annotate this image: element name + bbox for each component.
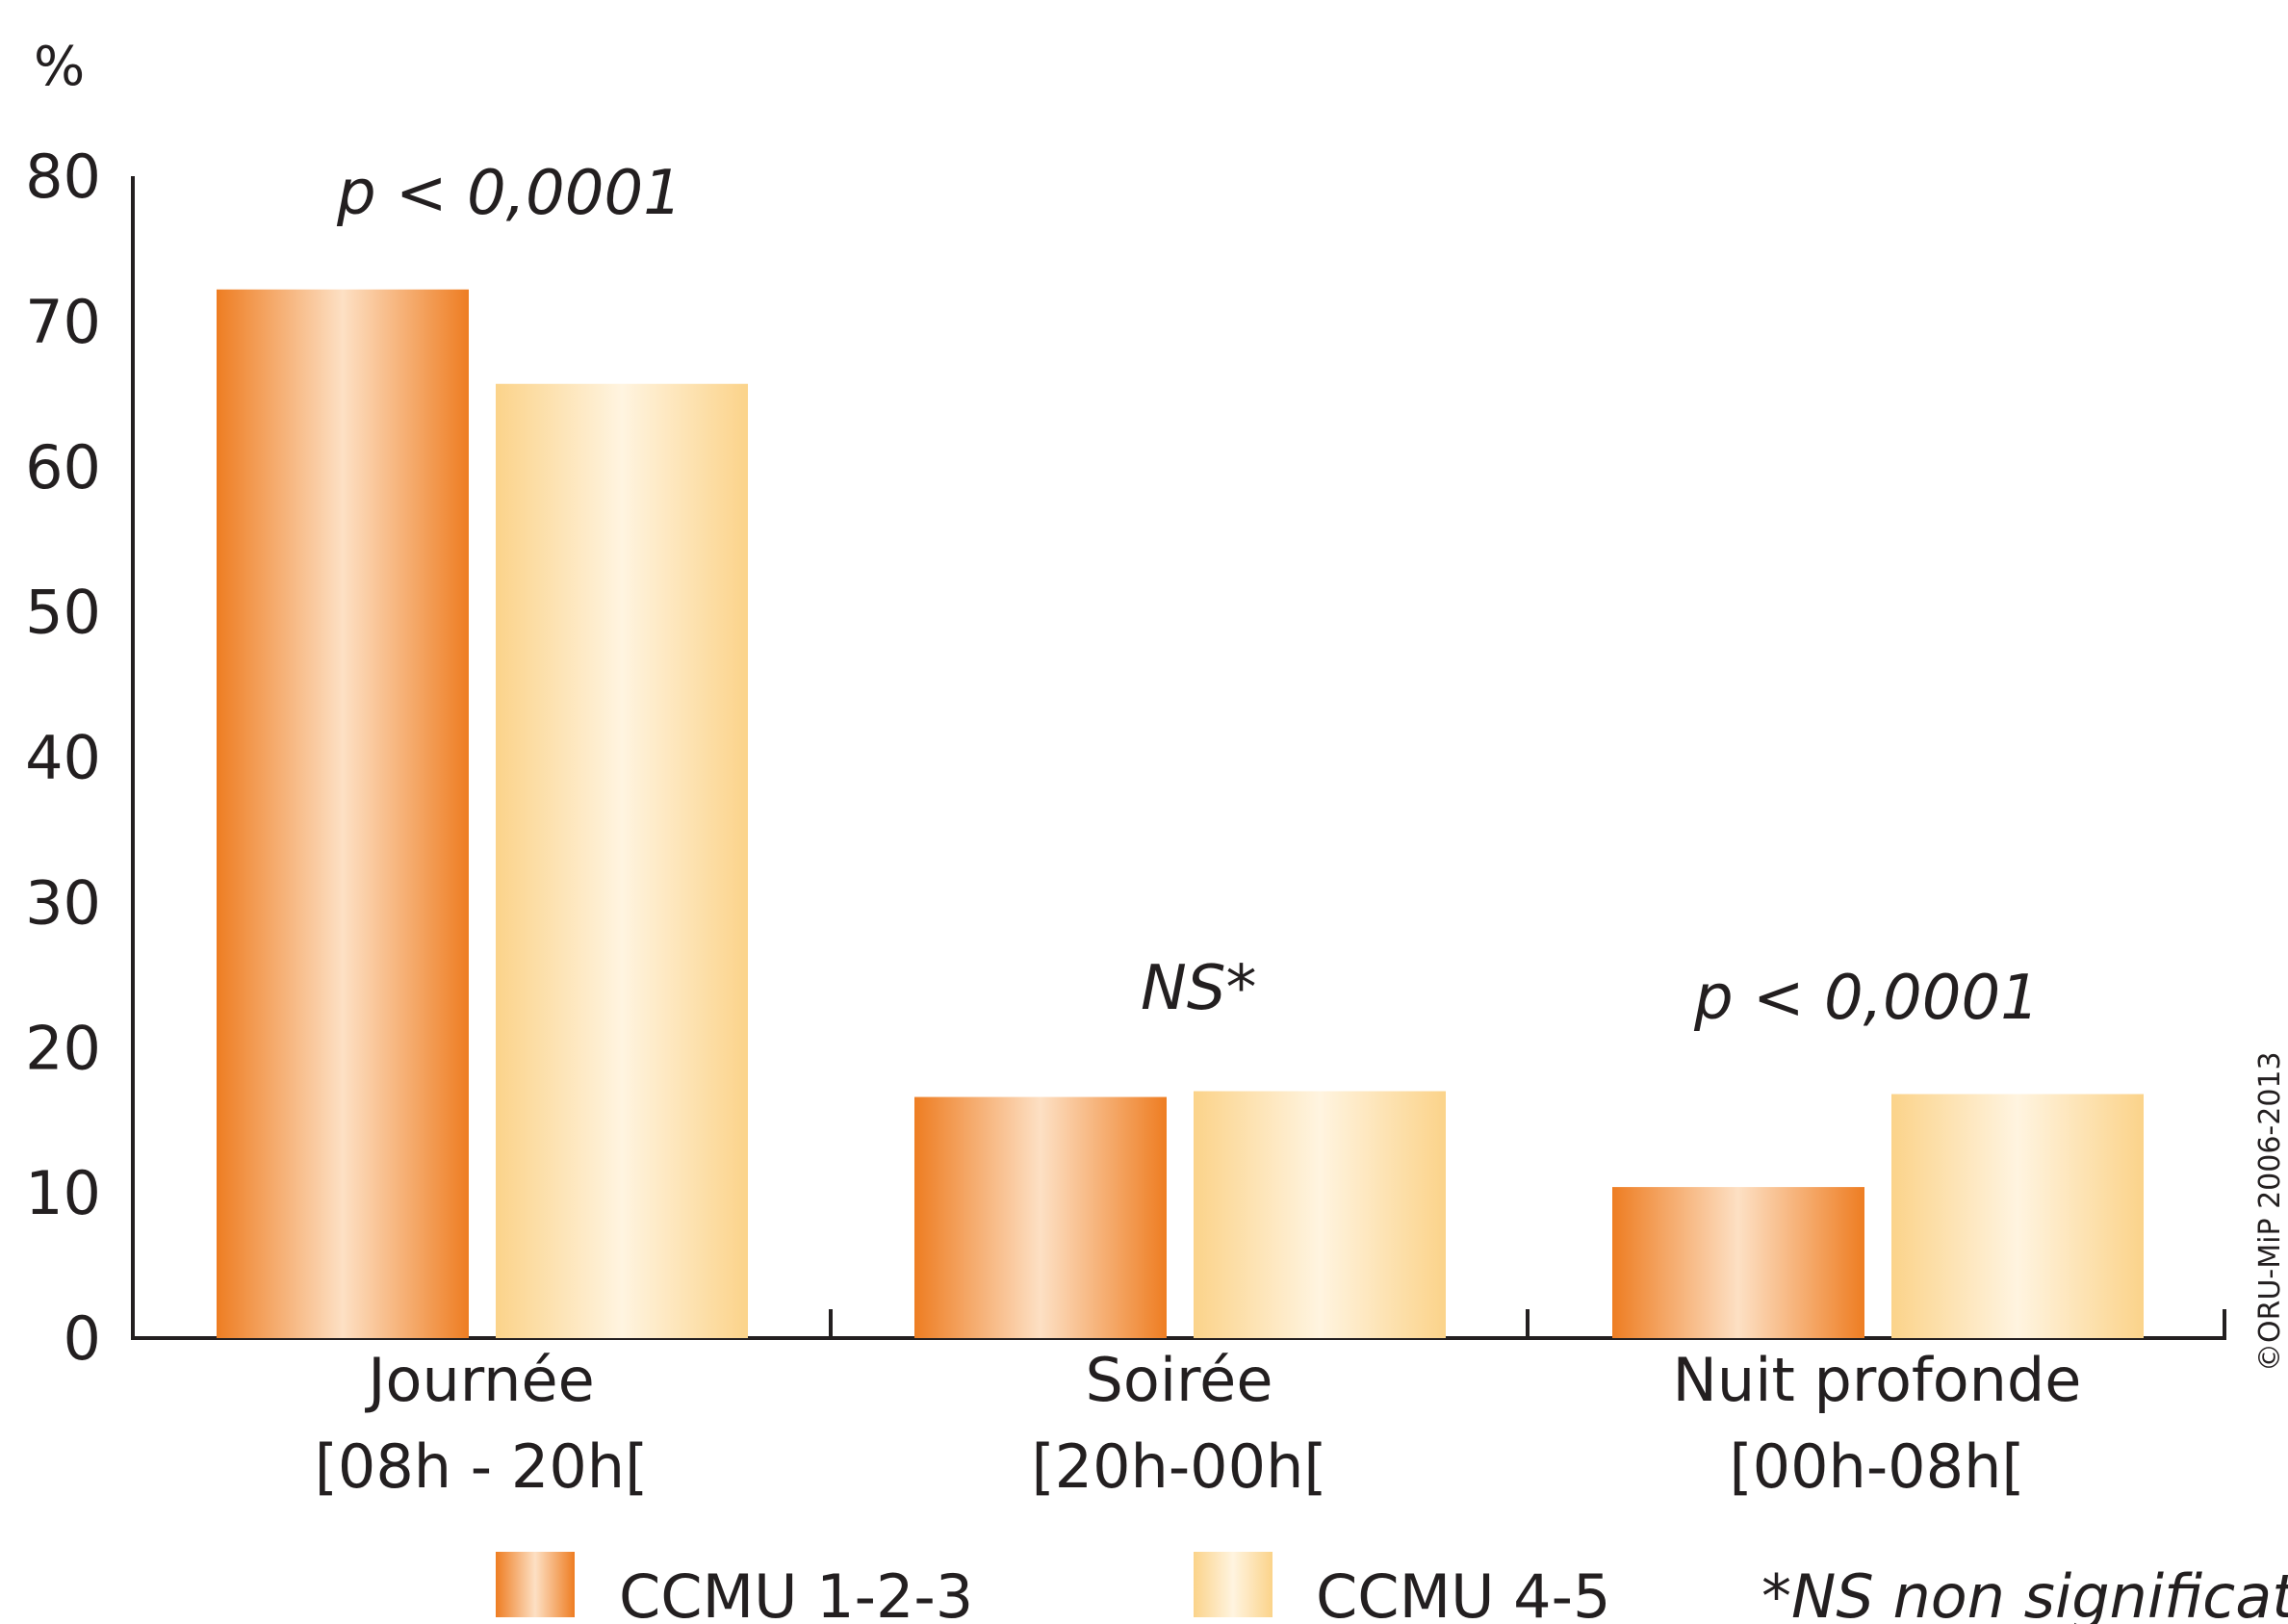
legend-swatch-ccmu-123 — [496, 1552, 575, 1617]
legend-label-ccmu-123: CCMU 1-2-3 — [619, 1561, 973, 1624]
bar-series1-cat0 — [496, 383, 748, 1339]
annotation-nuit: p < 0,0001 — [1693, 963, 2040, 1034]
y-tick-label-50: 50 — [25, 578, 101, 648]
annotation-soiree: NS* — [1141, 953, 1257, 1024]
bar-series1-cat1 — [1194, 1091, 1446, 1338]
y-tick-label-20: 20 — [25, 1013, 101, 1083]
annotation-journee: p < 0,0001 — [336, 158, 682, 229]
bar-series0-cat0 — [217, 289, 469, 1338]
y-tick-labels: 0 10 20 30 40 50 60 70 80 — [25, 142, 101, 1374]
y-tick-label-30: 30 — [25, 867, 101, 938]
bar-series0-cat1 — [914, 1096, 1167, 1338]
legend-label-ccmu-45: CCMU 4-5 — [1316, 1561, 1610, 1624]
legend-swatch-ccmu-45 — [1194, 1552, 1273, 1617]
y-tick-label-0: 0 — [64, 1303, 101, 1374]
y-axis-unit: % — [34, 36, 85, 98]
category-label-journee: Journée — [364, 1345, 595, 1415]
copyright-text: ©ORU-MiP 2006-2013 — [2253, 1051, 2287, 1372]
category-range-soiree: [20h-00h[ — [1031, 1431, 1326, 1502]
y-tick-label-10: 10 — [25, 1158, 101, 1228]
category-range-nuit: [00h-08h[ — [1729, 1431, 2024, 1502]
category-range-journee: [08h - 20h[ — [315, 1431, 649, 1502]
y-tick-label-40: 40 — [25, 723, 101, 793]
bar-series1-cat2 — [1891, 1094, 2144, 1338]
legend-note-ns: *NS non significatif — [1761, 1561, 2288, 1624]
category-label-nuit: Nuit profonde — [1673, 1345, 2082, 1415]
category-label-soiree: Soirée — [1086, 1345, 1273, 1415]
legend: CCMU 1-2-3 CCMU 4-5 *NS non significatif — [496, 1552, 2288, 1624]
bar-series0-cat2 — [1612, 1187, 1864, 1338]
y-tick-label-80: 80 — [25, 142, 101, 212]
y-tick-label-70: 70 — [25, 287, 101, 357]
y-tick-label-60: 60 — [25, 432, 101, 503]
bars — [217, 289, 2144, 1339]
